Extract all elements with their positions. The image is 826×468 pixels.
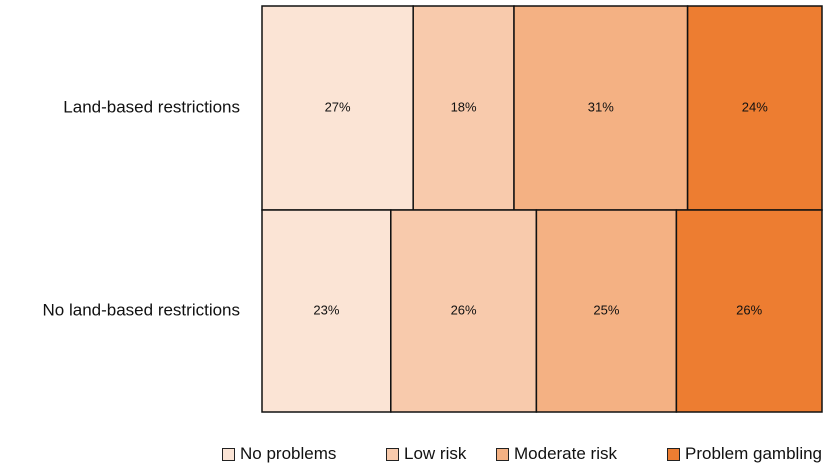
legend-item-problem-gambling: Problem gambling: [667, 444, 822, 464]
data-label-land-based-restrictions-moderate-risk: 31%: [588, 99, 614, 114]
legend-label-problem-gambling: Problem gambling: [685, 444, 823, 463]
legend-label-moderate-risk: Moderate risk: [514, 444, 617, 463]
bar-segment-land-based-restrictions-low-risk: [412, 5, 515, 211]
legend-item-low-risk: Low risk: [386, 444, 466, 464]
data-label-land-based-restrictions-problem-gambling: 24%: [742, 99, 768, 114]
legend-label-no-problems: No problems: [240, 444, 337, 463]
mosaic-chart: Land-based restrictions 27% 18% 31% 24% No la…: [43, 5, 823, 413]
bar-segment-no-land-based-restrictions-no-problems: [261, 209, 392, 413]
legend-item-no-problems: No problems: [222, 444, 336, 464]
data-label-no-land-based-restrictions-no-problems: 23%: [313, 302, 339, 317]
bar-segment-no-land-based-restrictions-low-risk: [390, 209, 538, 413]
data-label-no-land-based-restrictions-problem-gambling: 26%: [736, 302, 762, 317]
data-label-no-land-based-restrictions-low-risk: 26%: [451, 302, 477, 317]
data-label-land-based-restrictions-no-problems: 27%: [325, 99, 351, 114]
data-label-no-land-based-restrictions-moderate-risk: 25%: [593, 302, 619, 317]
legend: No problems Low risk Moderate risk Probl…: [0, 444, 826, 468]
legend-swatch-moderate-risk: [496, 447, 509, 461]
legend-label-low-risk: Low risk: [404, 444, 467, 463]
bar-segment-land-based-restrictions-moderate-risk: [513, 5, 689, 211]
bar-segment-land-based-restrictions-problem-gambling: [686, 5, 823, 211]
bar-segment-land-based-restrictions-no-problems: [261, 5, 414, 211]
bar-segment-no-land-based-restrictions-problem-gambling: [675, 209, 823, 413]
legend-swatch-low-risk: [386, 447, 399, 461]
legend-swatch-problem-gambling: [667, 447, 680, 461]
legend-item-moderate-risk: Moderate risk: [496, 444, 617, 464]
category-label-land-based-restrictions: Land-based restrictions: [63, 97, 240, 116]
data-label-land-based-restrictions-low-risk: 18%: [451, 99, 477, 114]
category-label-no-land-based-restrictions: No land-based restrictions: [43, 300, 240, 319]
bar-segment-no-land-based-restrictions-moderate-risk: [535, 209, 678, 413]
legend-swatch-no-problems: [222, 447, 235, 461]
